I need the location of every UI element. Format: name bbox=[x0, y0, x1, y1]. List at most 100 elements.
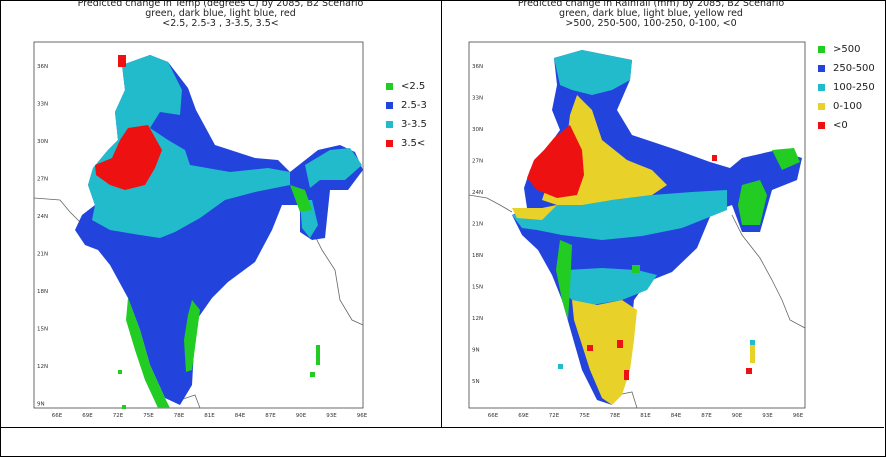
longitude-tick-label: 72E bbox=[549, 413, 560, 419]
rain-band-green-west bbox=[556, 240, 572, 320]
longitude-tick-label: 87E bbox=[265, 413, 276, 419]
latitude-tick-label: 5N bbox=[472, 379, 480, 385]
rain-band-light-blue-deccan bbox=[562, 268, 657, 305]
temp-band-light-blue bbox=[88, 55, 290, 238]
latitude-tick-label: 9N bbox=[472, 348, 480, 354]
legend-swatch bbox=[818, 65, 825, 72]
legend-item: >500 bbox=[818, 40, 875, 59]
temperature-map-title: Predicted change in Temp (degrees C) by … bbox=[0, 0, 441, 29]
longitude-tick-label: 93E bbox=[326, 413, 337, 419]
rainfall-panel: Predicted change in Rainfall (mm) by 208… bbox=[442, 0, 884, 427]
legend-item: <0 bbox=[818, 116, 875, 135]
latitude-tick-label: 21N bbox=[37, 252, 48, 258]
temperature-panel: Predicted change in Temp (degrees C) by … bbox=[0, 0, 441, 427]
rain-band-yellow-west bbox=[512, 205, 557, 220]
legend-swatch bbox=[386, 121, 393, 128]
legend-swatch bbox=[386, 102, 393, 109]
island-green bbox=[122, 405, 126, 409]
longitude-tick-label: 66E bbox=[488, 413, 499, 419]
legend-item: <2.5 bbox=[386, 77, 427, 96]
rain-patch-red bbox=[587, 345, 593, 351]
island-light-blue bbox=[558, 364, 563, 369]
latitude-tick-label: 18N bbox=[472, 253, 483, 259]
legend-swatch bbox=[818, 103, 825, 110]
legend-label: <0 bbox=[833, 120, 848, 131]
rainfall-axis-ticks: 36N 33N 30N 27N 24N 21N 18N 15N 12N 9N 5N 66E 69E 72E… bbox=[472, 64, 804, 419]
temp-band-green-west bbox=[126, 298, 170, 408]
title-line: green, dark blue, light blue, yellow red bbox=[559, 8, 743, 19]
legend-item: 0-100 bbox=[818, 97, 875, 116]
latitude-tick-label: 36N bbox=[472, 64, 483, 70]
legend-label: 250-500 bbox=[833, 63, 875, 74]
longitude-tick-label: 81E bbox=[204, 413, 215, 419]
longitude-tick-label: 69E bbox=[82, 413, 93, 419]
longitude-tick-label: 81E bbox=[640, 413, 651, 419]
temperature-axis-ticks: 36N 33N 30N 27N 24N 21N 18N 15N 12N 9N 66E 69E 72E 75… bbox=[37, 64, 368, 419]
table-row-divider bbox=[0, 427, 884, 428]
longitude-tick-label: 75E bbox=[143, 413, 154, 419]
rain-band-red bbox=[527, 125, 584, 198]
legend-item: 100-250 bbox=[818, 78, 875, 97]
rain-band-green-ne bbox=[738, 180, 767, 225]
rainfall-legend: >500 250-500 100-250 0-100 <0 bbox=[818, 40, 875, 135]
temperature-map: 36N 33N 30N 27N 24N 21N 18N 15N 12N 9N 66E 69E 72E 75… bbox=[33, 41, 368, 419]
latitude-tick-label: 33N bbox=[472, 96, 483, 102]
latitude-tick-label: 33N bbox=[37, 102, 48, 108]
latitude-tick-label: 15N bbox=[37, 327, 48, 333]
longitude-tick-label: 72E bbox=[113, 413, 124, 419]
longitude-tick-label: 96E bbox=[357, 413, 368, 419]
latitude-tick-label: 24N bbox=[37, 214, 48, 220]
legend-label: 0-100 bbox=[833, 101, 863, 112]
legend-item: 3-3.5 bbox=[386, 115, 427, 134]
legend-swatch bbox=[818, 122, 825, 129]
rain-patch-red bbox=[624, 370, 629, 380]
temp-band-light-blue-ne bbox=[305, 148, 362, 188]
rainfall-map: 36N 33N 30N 27N 24N 21N 18N 15N 12N 9N 5N 66E 69E 72E… bbox=[468, 41, 806, 419]
longitude-tick-label: 90E bbox=[296, 413, 307, 419]
latitude-tick-label: 9N bbox=[37, 402, 45, 408]
longitude-tick-label: 96E bbox=[793, 413, 804, 419]
latitude-tick-label: 24N bbox=[472, 190, 483, 196]
island-green bbox=[310, 372, 315, 377]
legend-label: >500 bbox=[833, 44, 861, 55]
longitude-tick-label: 66E bbox=[52, 413, 63, 419]
latitude-tick-label: 27N bbox=[37, 177, 48, 183]
latitude-tick-label: 18N bbox=[37, 289, 48, 295]
longitude-tick-label: 84E bbox=[235, 413, 246, 419]
legend-swatch bbox=[818, 46, 825, 53]
longitude-tick-label: 78E bbox=[174, 413, 185, 419]
latitude-tick-label: 12N bbox=[472, 316, 483, 322]
longitude-tick-label: 87E bbox=[701, 413, 712, 419]
longitude-tick-label: 75E bbox=[579, 413, 590, 419]
longitude-tick-label: 69E bbox=[518, 413, 529, 419]
island-green bbox=[316, 345, 320, 365]
title-line: <2.5, 2.5-3 , 3-3.5, 3.5< bbox=[162, 18, 279, 29]
legend-item: 3.5< bbox=[386, 134, 427, 153]
longitude-tick-label: 78E bbox=[610, 413, 621, 419]
latitude-tick-label: 30N bbox=[472, 127, 483, 133]
latitude-tick-label: 30N bbox=[37, 139, 48, 145]
temp-band-red bbox=[95, 125, 162, 190]
rain-patch-red bbox=[617, 340, 623, 348]
rain-band-green-ne2 bbox=[772, 148, 800, 170]
legend-item: 250-500 bbox=[818, 59, 875, 78]
latitude-tick-label: 27N bbox=[472, 159, 483, 165]
rain-band-light-blue-central bbox=[512, 190, 727, 240]
temperature-legend: <2.5 2.5-3 3-3.5 3.5< bbox=[386, 77, 427, 153]
coastline bbox=[179, 394, 201, 409]
legend-swatch bbox=[386, 83, 393, 90]
border-line bbox=[468, 194, 513, 213]
title-line: Predicted change in Rainfall (mm) by 208… bbox=[517, 0, 785, 9]
latitude-tick-label: 12N bbox=[37, 364, 48, 370]
title-line: Predicted change in Temp (degrees C) by … bbox=[77, 0, 364, 9]
latitude-tick-label: 36N bbox=[37, 64, 48, 70]
rain-band-yellow-south bbox=[572, 300, 637, 405]
rain-band-light-blue-north bbox=[554, 50, 632, 95]
longitude-tick-label: 93E bbox=[762, 413, 773, 419]
temp-band-green-east bbox=[184, 300, 200, 372]
rain-patch-red bbox=[712, 155, 717, 161]
legend-label: <2.5 bbox=[401, 81, 426, 92]
temp-band-green-ne bbox=[290, 185, 312, 212]
legend-label: 3-3.5 bbox=[401, 119, 427, 130]
island-light-blue bbox=[750, 340, 755, 345]
